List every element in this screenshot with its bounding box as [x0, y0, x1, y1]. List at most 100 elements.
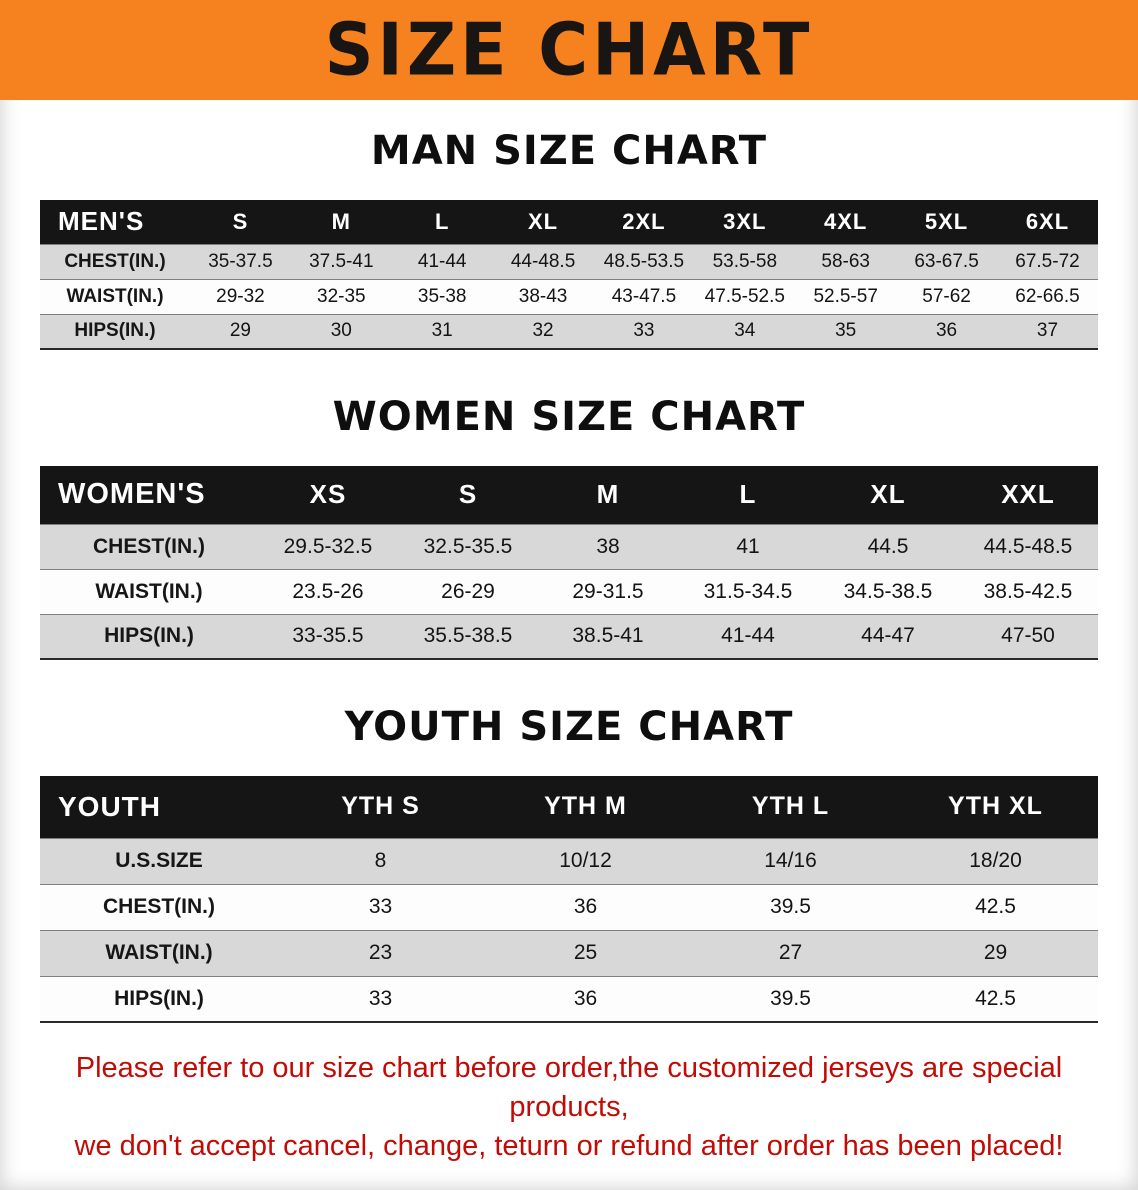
size-value-cell: 47.5-52.5	[704, 285, 785, 307]
table-corner-label: MEN'S	[40, 200, 190, 244]
column-header: XL	[818, 466, 958, 524]
size-value-cell: 34.5-38.5	[843, 579, 933, 603]
size-value-cell: 32	[532, 320, 554, 342]
column-header: XS	[258, 466, 398, 524]
disclaimer-line-1: Please refer to our size chart before or…	[75, 1052, 1063, 1124]
size-value-cell: 37	[1036, 320, 1059, 342]
column-header: 2XL	[593, 200, 695, 244]
row-label: HIPS(IN.)	[114, 986, 204, 1010]
column-header: 4XL	[795, 200, 897, 244]
disclaimer: Please refer to our size chart before or…	[18, 1049, 1120, 1166]
size-value-cell: 44.5-48.5	[983, 534, 1073, 558]
table-row: WAIST(IN.) 23.5-26 26-29 29-31.5 31.5-34.5 34…	[40, 569, 1098, 614]
column-header: M	[538, 466, 678, 524]
size-value-cell: 44.5	[867, 534, 909, 558]
size-value-cell: 36	[573, 895, 598, 918]
column-header: YTH S	[278, 776, 483, 838]
size-value-cell: 29.5-32.5	[283, 534, 373, 558]
row-label: WAIST(IN.)	[66, 285, 164, 307]
size-value-cell: 18/20	[969, 849, 1022, 872]
size-value-cell: 36	[935, 320, 958, 342]
table-row: HIPS(IN.) 33 36 39.5 42.5	[40, 976, 1098, 1022]
size-value-cell: 38	[596, 534, 620, 558]
table-row: CHEST(IN.) 35-37.5 37.5-41 41-44 44-48.5 48.5…	[40, 244, 1098, 279]
size-value-cell: 63-67.5	[914, 250, 979, 272]
size-value-cell: 36	[573, 986, 598, 1010]
men-size-table: MEN'S S M L XL 2XL 3XL 4XL 5XL 6XL CHEST(IN.) 35-37…	[40, 200, 1098, 350]
size-value-cell: 27	[778, 941, 803, 964]
size-value-cell: 32-35	[317, 285, 366, 307]
size-value-cell: 41-44	[417, 250, 467, 272]
row-label: WAIST(IN.)	[95, 579, 203, 603]
table-header-row: MEN'S S M L XL 2XL 3XL 4XL 5XL 6XL	[40, 200, 1098, 244]
size-value-cell: 48.5-53.5	[603, 250, 685, 272]
column-header: M	[290, 200, 392, 244]
column-header: L	[678, 466, 818, 524]
size-value-cell: 31.5-34.5	[703, 579, 793, 603]
size-value-cell: 41-44	[721, 624, 775, 648]
row-label: CHEST(IN.)	[103, 895, 215, 918]
banner: SIZE CHART	[0, 0, 1138, 100]
table-row: CHEST(IN.) 33 36 39.5 42.5	[40, 884, 1098, 930]
row-label: WAIST(IN.)	[105, 941, 213, 964]
column-header: L	[391, 200, 493, 244]
column-header: 6XL	[997, 200, 1098, 244]
size-value-cell: 41	[736, 534, 760, 558]
youth-size-table: YOUTH YTH S YTH M YTH L YTH XL U.S.SIZE 8 10/12…	[40, 776, 1098, 1023]
column-header: 3XL	[694, 200, 796, 244]
size-value-cell: 26-29	[441, 579, 495, 603]
row-label: U.S.SIZE	[115, 849, 203, 872]
size-value-cell: 38-43	[518, 285, 568, 307]
row-label: HIPS(IN.)	[104, 624, 194, 648]
size-value-cell: 32.5-35.5	[423, 534, 513, 558]
size-value-cell: 57-62	[922, 285, 971, 307]
size-value-cell: 39.5	[770, 895, 811, 918]
size-value-cell: 14/16	[764, 849, 817, 872]
row-label: CHEST(IN.)	[93, 534, 205, 558]
column-header: YTH M	[483, 776, 688, 838]
table-corner-label: WOMEN'S	[40, 466, 258, 524]
size-value-cell: 33	[368, 986, 393, 1010]
size-value-cell: 29-31.5	[572, 579, 644, 603]
size-value-cell: 53.5-58	[712, 250, 778, 272]
size-value-cell: 8	[374, 849, 387, 872]
size-value-cell: 35-37.5	[208, 250, 273, 272]
table-row: HIPS(IN.) 29 30 31 32 33 34 35 36 37	[40, 314, 1098, 349]
size-value-cell: 23.5-26	[292, 579, 364, 603]
table-row: WAIST(IN.) 23 25 27 29	[40, 930, 1098, 976]
size-value-cell: 30	[330, 320, 352, 342]
size-value-cell: 23	[368, 941, 393, 964]
disclaimer-line-2: we don't accept cancel, change, teturn o…	[74, 1130, 1064, 1163]
size-value-cell: 34	[734, 320, 756, 342]
table-row: U.S.SIZE 8 10/12 14/16 18/20	[40, 838, 1098, 884]
size-value-cell: 10/12	[559, 849, 612, 872]
table-row: CHEST(IN.) 29.5-32.5 32.5-35.5 38 41 44.5 44.5…	[40, 524, 1098, 569]
table-row: WAIST(IN.) 29-32 32-35 35-38 38-43 43-47.5 47.…	[40, 279, 1098, 314]
size-value-cell: 42.5	[975, 986, 1016, 1010]
size-value-cell: 37.5-41	[309, 250, 374, 272]
row-label: CHEST(IN.)	[64, 250, 166, 272]
column-header: XL	[492, 200, 594, 244]
size-value-cell: 35.5-38.5	[423, 624, 513, 648]
size-value-cell: 33	[633, 320, 655, 342]
size-value-cell: 43-47.5	[611, 285, 677, 307]
women-section-heading: WOMEN SIZE CHART	[332, 394, 806, 440]
size-value-cell: 39.5	[770, 986, 811, 1010]
column-header: 5XL	[896, 200, 997, 244]
women-size-table: WOMEN'S XS S M L XL XXL CHEST(IN.) 29.5-32.5 32.5…	[40, 466, 1098, 660]
column-header: YTH XL	[893, 776, 1098, 838]
size-value-cell: 44-47	[861, 624, 915, 648]
size-value-cell: 47-50	[1001, 624, 1055, 648]
size-value-cell: 29-32	[216, 285, 265, 307]
size-value-cell: 29	[983, 941, 1008, 964]
size-value-cell: 33-35.5	[292, 624, 364, 648]
size-value-cell: 44-48.5	[510, 250, 576, 272]
size-value-cell: 29	[229, 320, 251, 342]
column-header: YTH L	[688, 776, 893, 838]
column-header: XXL	[958, 466, 1098, 524]
size-value-cell: 52.5-57	[813, 285, 878, 307]
row-label: HIPS(IN.)	[74, 320, 156, 342]
table-header-row: WOMEN'S XS S M L XL XXL	[40, 466, 1098, 524]
size-value-cell: 42.5	[975, 895, 1016, 918]
